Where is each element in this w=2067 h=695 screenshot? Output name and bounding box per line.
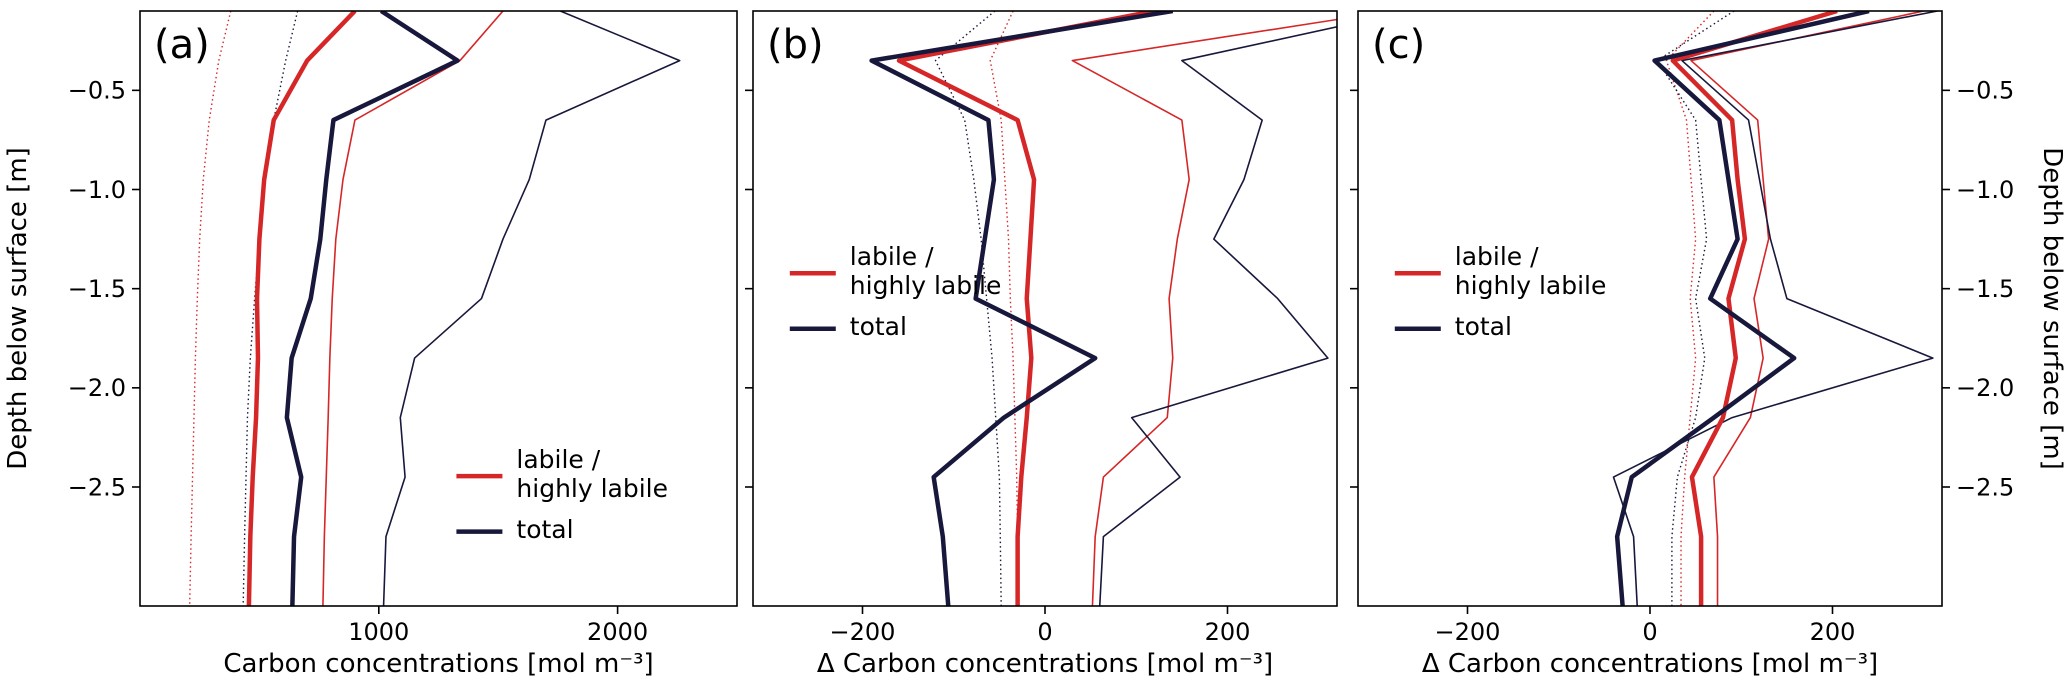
axes-frame: [139, 10, 738, 607]
line-labile-highly-labile-dotted-variant: [1665, 11, 1715, 606]
line-labile-highly-labile: [1670, 11, 1838, 606]
panel-letter: (c): [1372, 22, 1425, 68]
axes-frame: [1357, 10, 1943, 607]
legend-label: total: [516, 515, 573, 544]
x-tick-label: −200: [1435, 618, 1501, 646]
x-tick-label: 200: [1205, 618, 1251, 646]
legend-label: total: [1455, 312, 1512, 341]
legend-label: labile /: [516, 445, 600, 474]
x-axis-title: Δ Carbon concentrations [mol m⁻³]: [817, 649, 1273, 679]
line-total-dotted-variant: [242, 11, 299, 606]
line-labile-highly-labile-dotted-variant: [989, 11, 1019, 606]
line-total-thin-variant: [1098, 26, 1337, 606]
x-tick-label: 1000: [348, 618, 409, 646]
line-total-thin-variant: [1612, 11, 1938, 606]
y-tick-label: −1.5: [68, 275, 126, 303]
data-lines: [869, 11, 1337, 606]
x-tick-label: 200: [1810, 618, 1856, 646]
legend: labile /highly labile total: [1394, 242, 1607, 341]
legend-label: labile /: [850, 242, 934, 271]
panel-letter: (b): [767, 22, 824, 68]
x-tick-label: −200: [830, 618, 896, 646]
line-labile-highly-labile: [246, 11, 357, 606]
x-tick-label: 0: [1642, 618, 1657, 646]
line-labile-highly-labile-thin-variant: [322, 11, 504, 606]
legend: labile /highly labile total: [456, 445, 668, 544]
line-total-dotted-variant: [1656, 11, 1735, 606]
data-lines: [1612, 11, 1938, 606]
y-tick-label-right: −1.0: [1956, 176, 2014, 204]
line-labile-highly-labile-dotted-variant: [188, 11, 232, 606]
line-total: [1614, 11, 1870, 606]
y-tick-label: −0.5: [68, 77, 126, 105]
line-total: [869, 11, 1174, 606]
y-axis-label-right: Depth below surface [m]: [2037, 147, 2067, 470]
legend: labile /highly labile total: [789, 242, 1002, 341]
y-tick-label-right: −0.5: [1956, 77, 2014, 105]
line-total-dotted-variant: [934, 11, 1002, 606]
x-tick-label: 0: [1037, 618, 1052, 646]
y-tick-label-right: −1.5: [1956, 275, 2014, 303]
x-axis-title: Carbon concentrations [mol m⁻³]: [223, 649, 653, 679]
axes-frame: [752, 10, 1338, 607]
panel-a: 1000 2000 −0.5 −1.0 −1.5 −2.0 −2.5 Carbon conce…: [68, 10, 738, 679]
legend-label: highly labile: [1455, 271, 1607, 300]
panel-letter: (a): [154, 22, 210, 68]
x-tick-label: 2000: [587, 618, 648, 646]
line-total-thin-variant: [382, 11, 681, 606]
line-labile-highly-labile-thin-variant: [1690, 11, 1924, 606]
line-labile-highly-labile-thin-variant: [1071, 18, 1337, 606]
legend-label: labile /: [1455, 242, 1539, 271]
y-tick-label-right: −2.5: [1956, 473, 2014, 501]
legend-label: highly labile: [850, 271, 1002, 300]
y-tick-label: −2.0: [68, 374, 126, 402]
legend-label: highly labile: [516, 474, 668, 503]
y-axis-label-left: Depth below surface [m]: [3, 147, 33, 470]
line-total: [284, 11, 460, 606]
y-tick-label: −1.0: [68, 176, 126, 204]
y-tick-label: −2.5: [68, 473, 126, 501]
y-tick-label-right: −2.0: [1956, 374, 2014, 402]
data-lines: [188, 11, 681, 606]
legend-label: total: [850, 312, 907, 341]
panel-c: −200 0 200 −0.5 −1.0 −1.5 −2.0 −2.5 Δ Carbon con…: [1350, 10, 2014, 679]
panel-b: −200 0 200 Δ Carbon concentrations [mol m⁻³…: [745, 10, 1338, 679]
x-axis-title: Δ Carbon concentrations [mol m⁻³]: [1422, 649, 1878, 679]
line-labile-highly-labile: [896, 11, 1155, 606]
